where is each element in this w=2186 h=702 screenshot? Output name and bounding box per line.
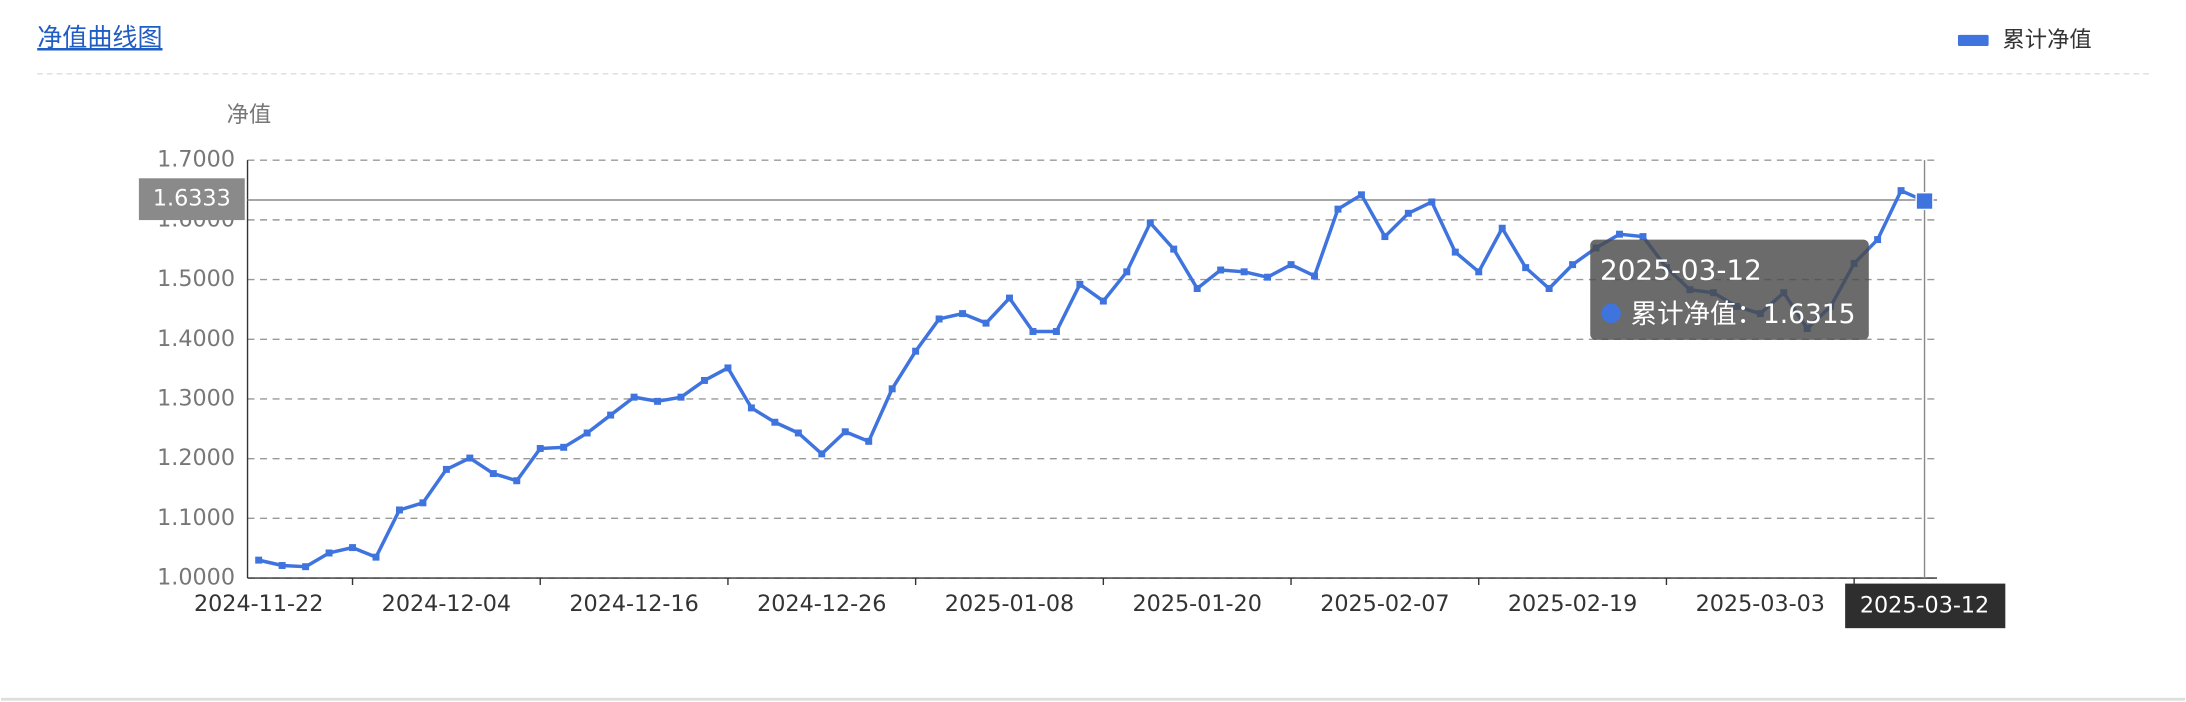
y-pointer-box xyxy=(138,178,245,221)
point-marker xyxy=(794,429,802,437)
point-marker xyxy=(419,499,427,507)
legend-label: 累计净值 xyxy=(2003,27,2092,53)
tooltip-series-label: 累计净值： xyxy=(1631,298,1763,329)
point-marker xyxy=(302,563,310,571)
point-marker xyxy=(466,454,474,462)
x-tick-label: 2024-12-26 xyxy=(757,591,886,617)
point-marker xyxy=(1522,264,1530,272)
point-marker xyxy=(747,404,755,412)
x-tick-label: 2025-01-20 xyxy=(1132,591,1261,617)
y-tick-label: 1.4000 xyxy=(157,326,235,352)
point-marker xyxy=(935,315,943,323)
point-marker xyxy=(349,544,357,552)
y-tick-label: 1.2000 xyxy=(157,445,235,471)
tooltip-box xyxy=(1590,239,1869,340)
x-pointer-label: 2025-03-12 xyxy=(1860,592,1989,618)
point-marker xyxy=(1569,261,1577,269)
point-marker xyxy=(1217,266,1225,274)
point-marker xyxy=(724,364,732,372)
point-marker xyxy=(677,393,685,401)
point-marker xyxy=(278,562,286,569)
point-marker xyxy=(1311,272,1318,280)
point-marker xyxy=(1006,294,1013,302)
x-tick-label: 2024-11-22 xyxy=(194,591,323,617)
point-marker xyxy=(1193,285,1201,293)
point-marker xyxy=(1170,245,1178,253)
point-marker xyxy=(912,347,920,355)
y-tick-label: 1.7000 xyxy=(157,147,235,173)
point-marker xyxy=(818,450,826,458)
point-marker xyxy=(888,385,896,393)
point-marker xyxy=(1498,224,1506,232)
y-axis-name: 净值 xyxy=(227,102,272,128)
point-marker xyxy=(395,506,403,514)
tooltip-title: 2025-03-12 xyxy=(1600,254,1762,287)
point-marker xyxy=(1334,205,1342,213)
point-marker xyxy=(1404,209,1412,217)
x-tick-label: 2025-03-03 xyxy=(1696,591,1825,617)
point-marker xyxy=(560,443,568,451)
point-marker xyxy=(1287,261,1295,269)
point-marker xyxy=(536,445,544,452)
point-marker xyxy=(1381,233,1389,241)
point-marker xyxy=(1099,297,1107,305)
point-marker xyxy=(1874,236,1882,244)
point-marker xyxy=(489,470,497,478)
point-marker xyxy=(1123,268,1131,276)
point-marker xyxy=(1451,248,1459,256)
point-marker xyxy=(959,310,967,318)
point-marker xyxy=(1357,191,1365,199)
chart-title-link[interactable]: 净值曲线图 xyxy=(37,23,162,52)
point-marker xyxy=(1545,285,1553,293)
x-tick-label: 2025-01-08 xyxy=(945,591,1074,617)
tooltip: 2025-03-12 累计净值：1.6315 xyxy=(1590,239,1869,340)
x-pointer-box xyxy=(1845,583,2006,629)
point-marker xyxy=(630,393,638,401)
x-tick-label: 2024-12-16 xyxy=(569,591,698,617)
y-tick-label: 1.1000 xyxy=(157,505,235,531)
tooltip-row: 累计净值：1.6315 xyxy=(1631,298,1856,329)
point-marker xyxy=(607,411,615,419)
point-marker xyxy=(1475,268,1483,276)
point-marker xyxy=(1146,219,1154,227)
point-marker xyxy=(841,428,849,436)
x-tick-label: 2025-02-07 xyxy=(1320,591,1449,617)
point-marker xyxy=(513,477,521,485)
point-marker xyxy=(255,556,263,564)
tooltip-value: 1.6315 xyxy=(1763,298,1856,329)
point-marker xyxy=(865,437,873,445)
point-marker xyxy=(442,465,450,473)
point-marker xyxy=(1428,198,1436,206)
point-marker xyxy=(1029,328,1037,335)
point-marker xyxy=(1240,268,1248,276)
point-marker xyxy=(372,553,380,561)
point-marker xyxy=(325,549,333,557)
point-marker xyxy=(1264,273,1272,281)
highlight-marker xyxy=(1915,192,1934,211)
point-marker xyxy=(1052,328,1060,335)
x-tick-label: 2024-12-04 xyxy=(382,591,511,617)
legend-swatch xyxy=(1957,34,1989,46)
y-tick-label: 1.3000 xyxy=(157,385,235,411)
point-marker xyxy=(982,319,990,327)
point-marker xyxy=(654,397,662,405)
point-marker xyxy=(583,429,591,437)
y-tick-label: 1.0000 xyxy=(157,565,235,591)
point-marker xyxy=(1076,280,1084,288)
point-marker xyxy=(700,376,708,384)
point-marker xyxy=(771,418,779,426)
point-marker xyxy=(1897,187,1905,195)
x-tick-label: 2025-02-19 xyxy=(1508,591,1637,617)
point-marker xyxy=(1616,230,1624,238)
y-pointer-label: 1.6333 xyxy=(153,186,231,212)
tooltip-dot xyxy=(1601,303,1621,324)
point-marker xyxy=(1639,233,1647,241)
y-tick-label: 1.5000 xyxy=(157,266,235,292)
